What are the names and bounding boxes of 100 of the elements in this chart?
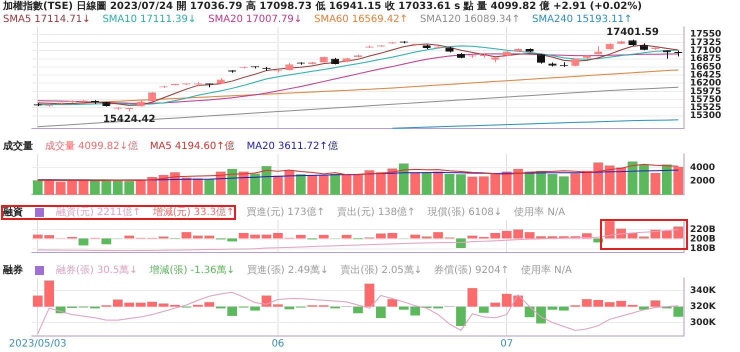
text: SMA120 16089.34↑	[420, 13, 520, 26]
series-label: 增減(元) 33.3億↑	[152, 206, 234, 219]
bar	[204, 179, 214, 195]
text: 成交量 4099.82↓億	[45, 140, 138, 153]
bar	[468, 176, 478, 195]
chart-title: 融資	[3, 206, 23, 219]
text: 買進(張) 2.49萬↓	[246, 264, 329, 277]
text: 賣出(張) 2.05萬↓	[340, 264, 422, 277]
bar	[468, 236, 478, 238]
bar	[662, 164, 672, 195]
bar	[410, 234, 420, 238]
bar	[101, 238, 112, 244]
bar	[582, 299, 592, 307]
text: SMA5 17114.71↓	[3, 13, 90, 26]
text: MA20 3611.72↑億	[246, 140, 338, 153]
bar	[296, 234, 306, 238]
bar	[44, 280, 54, 307]
bar	[398, 306, 409, 310]
bar	[490, 232, 500, 238]
y-tick-label: 340K	[690, 286, 717, 296]
bar	[410, 172, 420, 195]
bar	[478, 176, 489, 195]
bar	[318, 234, 329, 238]
text: SMA10 17111.39↓	[102, 13, 196, 26]
bar	[227, 306, 238, 316]
y-tick-label: 15300	[690, 111, 722, 122]
bar	[364, 284, 374, 307]
bar	[502, 172, 512, 195]
text: 使用率 N/A	[520, 264, 572, 277]
x-tick-label: 06	[272, 338, 284, 350]
bar	[124, 181, 134, 195]
bar	[650, 172, 660, 195]
annotation: 15424.42	[102, 114, 156, 125]
bar	[502, 294, 512, 307]
bar	[112, 180, 123, 195]
bar	[296, 174, 306, 195]
bar	[124, 236, 134, 238]
text: 融券(張) 30.5萬↓	[56, 264, 138, 277]
bar	[307, 175, 318, 195]
text: 增減(張) -1.36萬↓	[150, 264, 235, 277]
bar	[78, 238, 88, 246]
bar	[330, 174, 340, 195]
bar	[342, 234, 352, 238]
bar	[478, 306, 489, 313]
bar	[673, 166, 684, 195]
bar	[32, 296, 43, 307]
text: 賣出(元) 138億↑	[336, 206, 416, 219]
bar	[398, 163, 409, 195]
bar	[673, 306, 684, 317]
y-tick-label: 300K	[690, 318, 717, 328]
bar	[422, 172, 432, 195]
bar	[410, 306, 420, 316]
bar	[227, 238, 238, 242]
bar	[284, 306, 294, 310]
bar	[387, 168, 398, 195]
y-tick-label: 200B	[690, 234, 716, 245]
y-tick-label: 15975	[690, 86, 722, 97]
y-tick-label: 180B	[690, 244, 716, 254]
chart-title: 成交量	[3, 140, 33, 153]
bar	[387, 299, 398, 307]
bar	[673, 226, 684, 238]
text: 融資(元) 2211億↑	[56, 206, 141, 219]
x-tick-label: 07	[500, 338, 514, 350]
y-tick-label: 2000	[690, 176, 716, 186]
y-tick-label: 16200	[690, 78, 722, 89]
y-tick-label: 17325	[690, 38, 722, 48]
bar	[376, 306, 386, 318]
text: 券償(張) 9204↑	[434, 264, 509, 277]
bar	[582, 170, 592, 195]
bar	[593, 300, 604, 307]
bar	[387, 232, 398, 238]
bar	[204, 236, 214, 238]
text: MA5 4194.60↑億	[150, 140, 235, 153]
bar	[468, 288, 478, 307]
text: SMA20 17007.79↓	[208, 13, 302, 26]
y-tick-label: 220B	[690, 224, 716, 235]
y-tick-label: 320K	[690, 302, 717, 312]
text: 使用率 N/A	[514, 206, 566, 219]
bar	[570, 173, 580, 195]
chart-title: 融券	[3, 264, 23, 277]
bar	[502, 230, 512, 238]
bar	[318, 174, 329, 195]
text: 現償(張) 6108↓	[427, 206, 502, 219]
bar	[32, 180, 43, 195]
text: SMA240 15193.11↑	[532, 13, 632, 26]
bar	[32, 234, 43, 238]
bar	[593, 162, 604, 195]
x-tick-label: 2023/05/03	[8, 338, 67, 350]
text: 買進(元) 173億↑	[246, 206, 325, 219]
bar	[650, 300, 660, 307]
y-tick-label: 4000	[690, 162, 716, 173]
bar	[490, 173, 500, 195]
text: SMA60 16569.42↑	[314, 13, 408, 26]
bar	[112, 300, 123, 307]
bar	[124, 302, 134, 307]
chart-title: 加權指數(TSE) 日線圖 2023/07/24 開 17036.79 高 17098.73 低 16941.15 收 17033.61 s 點 量 4099.82 億 +2.91 (+0.02%)	[3, 0, 643, 13]
bar	[490, 302, 500, 307]
bar	[513, 168, 523, 195]
bar	[204, 302, 214, 307]
annotation: 17401.59	[606, 27, 659, 38]
